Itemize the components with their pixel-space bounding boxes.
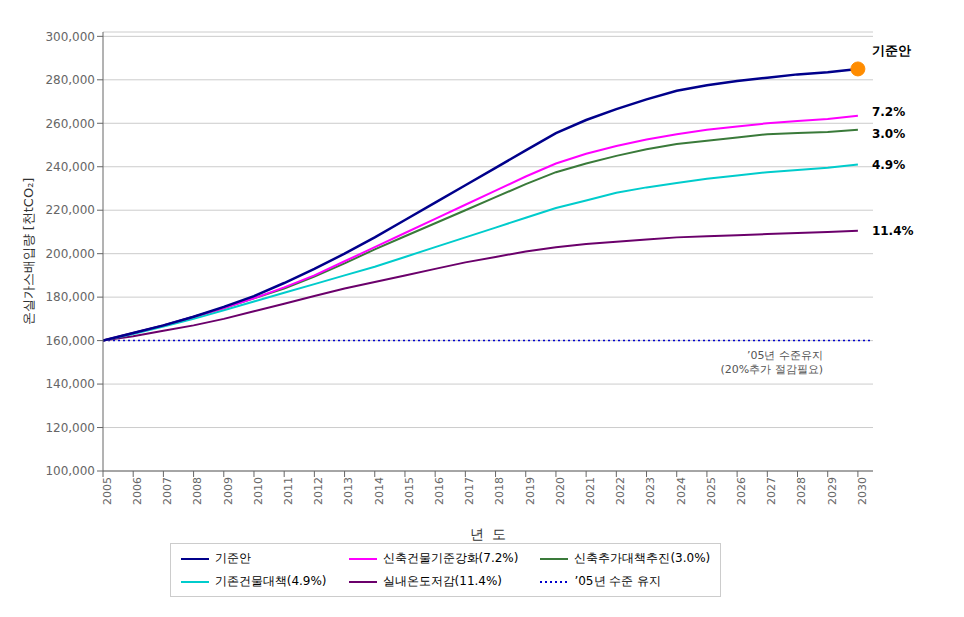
svg-text:2028: 2028 (795, 477, 808, 505)
svg-text:300,000: 300,000 (45, 30, 95, 44)
svg-text:2014: 2014 (373, 477, 386, 505)
svg-text:11.4%: 11.4% (872, 224, 914, 238)
html-text:신축건물기준강화(7.2%): 신축건물기준강화(7.2%) (382, 551, 519, 565)
svg-text:2029: 2029 (826, 477, 839, 505)
svg-text:2024: 2024 (675, 477, 688, 505)
svg-text:2005: 2005 (101, 477, 114, 505)
html-text:기존건물대책(4.9%): 기존건물대책(4.9%) (214, 574, 327, 588)
svg-text:260,000: 260,000 (45, 117, 95, 131)
html-text:기준안: 기준안 (214, 551, 251, 565)
svg-text:2011: 2011 (282, 477, 295, 505)
svg-text:년 도: 년 도 (470, 526, 507, 542)
svg-text:160,000: 160,000 (45, 334, 95, 348)
svg-text:2023: 2023 (644, 477, 657, 505)
svg-text:온실가스배입량 [천tCO₂]: 온실가스배입량 [천tCO₂] (21, 178, 36, 326)
svg-text:180,000: 180,000 (45, 290, 95, 304)
svg-text:기준안: 기준안 (872, 43, 911, 58)
svg-text:240,000: 240,000 (45, 160, 95, 174)
svg-text:4.9%: 4.9% (872, 158, 905, 172)
svg-text:2018: 2018 (493, 477, 506, 505)
svg-text:7.2%: 7.2% (872, 105, 905, 119)
svg-text:2030: 2030 (856, 477, 869, 505)
svg-text:2006: 2006 (131, 477, 144, 505)
svg-text:280,000: 280,000 (45, 73, 95, 87)
svg-text:2026: 2026 (735, 477, 748, 505)
svg-text:2016: 2016 (433, 477, 446, 505)
svg-text:2012: 2012 (312, 477, 325, 505)
svg-text:2020: 2020 (554, 477, 567, 505)
svg-text:2013: 2013 (342, 477, 355, 505)
svg-text:2019: 2019 (524, 477, 537, 505)
svg-text:2010: 2010 (252, 477, 265, 505)
svg-text:2007: 2007 (161, 477, 174, 505)
svg-text:200,000: 200,000 (45, 247, 95, 261)
svg-text:’05년 수준유지(20%추가 절감필요): ’05년 수준유지(20%추가 절감필요) (720, 349, 823, 376)
svg-text:120,000: 120,000 (45, 421, 95, 435)
svg-text:2022: 2022 (614, 477, 627, 505)
svg-text:2009: 2009 (222, 477, 235, 505)
html-text:’05년 수준 유지: ’05년 수준 유지 (574, 574, 662, 588)
html-text:신축추가대책추진(3.0%): 신축추가대책추진(3.0%) (574, 551, 711, 565)
svg-text:2015: 2015 (403, 477, 416, 505)
svg-text:100,000: 100,000 (45, 464, 95, 478)
svg-text:2027: 2027 (765, 477, 778, 505)
svg-text:2008: 2008 (191, 477, 204, 505)
svg-text:220,000: 220,000 (45, 203, 95, 217)
html-text:실내온도저감(11.4%): 실내온도저감(11.4%) (382, 574, 502, 588)
svg-text:2021: 2021 (584, 477, 597, 505)
svg-text:2025: 2025 (705, 477, 718, 505)
svg-text:140,000: 140,000 (45, 377, 95, 391)
svg-text:3.0%: 3.0% (872, 127, 905, 141)
svg-text:2017: 2017 (463, 477, 476, 505)
